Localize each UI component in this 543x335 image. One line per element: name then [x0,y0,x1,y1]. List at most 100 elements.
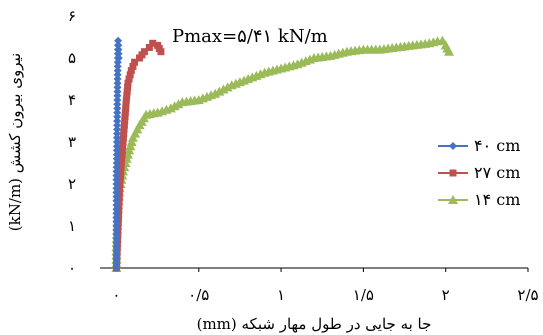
x-tick-label: ۱ [277,286,285,304]
data-point [113,108,122,117]
data-point [120,125,128,133]
y-tick-label: ۳ [68,133,76,151]
data-point [118,146,126,154]
legend-label: ۴۰ cm [474,136,520,155]
data-point [123,88,131,96]
data-point [112,150,121,159]
data-point [112,259,121,268]
data-point [112,154,121,163]
x-tick-label: ۱/۵ [353,286,374,304]
data-point [140,48,148,56]
legend-label: ۱۴ cm [474,190,520,209]
data-point [119,138,127,146]
y-tick-label: ۲ [68,175,76,193]
data-point [124,79,132,87]
data-point [112,175,121,184]
y-tick-label: ۰ [68,259,76,277]
data-point [121,117,129,125]
data-point [157,48,165,56]
data-point [113,91,122,100]
x-tick-label: ۰/۵ [188,286,209,304]
data-point [114,54,123,62]
y-tick-label: ۵ [68,49,76,67]
y-tick-labels: ۰ ۱ ۲ ۳ ۴ ۵ ۶ [68,7,76,277]
data-point [112,255,121,264]
data-point [112,159,121,167]
data-point [149,39,157,47]
data-point [112,167,121,176]
pmax-annotation: Pmax=۵/۴۱ kN/m [172,26,328,47]
data-point [113,117,122,125]
data-point [117,159,125,167]
x-tick-labels: ۰ ۰/۵ ۱ ۱/۵ ۲ ۲/۵ [112,268,539,304]
legend: ۴۰ cm ۲۷ cm ۱۴ cm [438,136,520,209]
data-point [113,79,122,88]
data-point [117,167,125,175]
data-point [121,109,129,117]
data-point [129,62,137,70]
x-tick-label: ۲/۵ [517,286,538,304]
y-tick-label: ۱ [68,217,76,235]
y-tick-label: ۴ [68,91,76,109]
x-tick-label: ۲ [442,286,450,304]
data-point [112,234,121,243]
data-point [122,104,130,112]
data-point [117,163,125,171]
data-point [112,205,121,214]
data-point [113,62,122,71]
data-point [112,163,121,172]
data-point [118,151,126,159]
legend-label: ۲۷ cm [474,163,520,182]
data-point [112,188,121,197]
data-point [113,112,122,121]
data-point [113,75,122,83]
data-point [112,138,121,146]
data-point [114,36,123,45]
data-point [113,70,122,79]
x-tick-label: ۰ [112,286,120,304]
data-point [114,49,123,58]
data-point [126,71,134,79]
data-point [121,113,129,121]
data-point [120,130,128,138]
data-point [113,121,122,130]
data-point [112,243,121,251]
data-point [119,134,127,142]
data-point [112,192,121,201]
data-point [112,184,121,193]
data-point [112,201,121,209]
data-point [443,46,454,56]
legend-swatch-marker [449,169,457,177]
data-point [125,75,133,83]
data-point [123,92,131,100]
data-point [112,230,121,239]
data-point [131,58,139,66]
y-tick-label: ۶ [68,7,76,25]
data-point [112,226,121,235]
data-point [112,247,121,256]
data-point [113,83,122,92]
data-point [113,87,122,96]
data-point [124,83,132,91]
data-point [120,121,128,129]
data-point [112,251,121,260]
data-point [112,171,121,180]
series-2 [111,35,454,272]
data-point [114,45,123,54]
data-point [112,222,121,230]
data-point [112,142,121,151]
legend-swatch-marker [449,142,457,150]
data-point [113,125,122,134]
data-point [113,100,122,109]
data-point [112,146,121,155]
legend-swatch-marker [448,195,458,204]
data-point [112,264,121,272]
data-point [114,41,123,50]
data-point [119,142,127,150]
data-point [113,129,122,138]
data-point [122,96,130,104]
y-axis-title: نیروی بیرون کشش (kN/m) [6,53,24,231]
x-axis-title: جا به جایی در طول مهار شبکه (mm) [197,315,432,333]
data-point [122,100,130,108]
